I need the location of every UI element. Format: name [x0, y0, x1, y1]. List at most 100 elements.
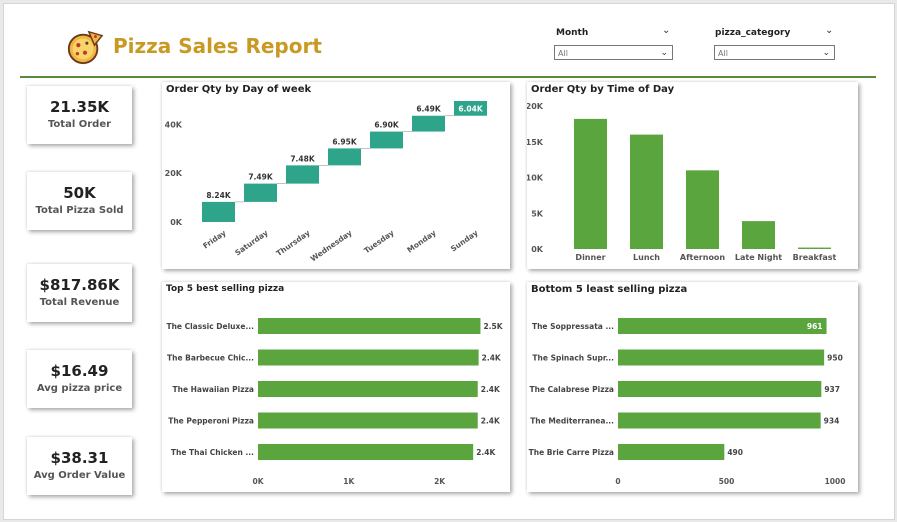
kpi-card-total-pizza-sold[interactable]: 50K Total Pizza Sold	[27, 172, 132, 230]
kpi-label: Total Order	[47, 119, 112, 130]
category-label: The Soppressata ...	[532, 322, 614, 331]
x-tick-label: 1000	[825, 477, 846, 486]
waterfall-bar	[328, 148, 361, 166]
bar	[574, 118, 607, 249]
y-tick-label: 40K	[165, 120, 183, 129]
kpi-card-total-revenue[interactable]: $817.86K Total Revenue	[27, 264, 132, 322]
y-tick-label: 10K	[527, 174, 544, 183]
kpi-label: Avg pizza price	[36, 383, 123, 394]
data-label: 2.5K	[483, 322, 503, 331]
chevron-down-icon[interactable]: ⌄	[662, 25, 671, 36]
x-tick-label: Wednesday	[309, 228, 354, 263]
data-label: 6.95K	[332, 137, 358, 146]
x-tick-label: 0	[615, 477, 620, 486]
month-slicer-value: All	[558, 49, 568, 58]
y-tick-label: 0K	[170, 218, 183, 227]
bar	[618, 381, 822, 397]
bar	[686, 170, 719, 249]
time-of-day-chart: 0K 5K 10K 15K 20K Dinner Lunch Afternoon Late Ni…	[526, 102, 837, 262]
chart-title: Order Qty by Time of Day	[531, 84, 675, 95]
category-label: The Barbecue Chic...	[167, 354, 254, 363]
category-label: The Mediterranea...	[530, 417, 614, 426]
x-tick-label: Thursday	[274, 228, 311, 258]
x-tick-label: Monday	[405, 228, 437, 254]
data-label: 6.04K	[458, 104, 484, 113]
category-label: The Spinach Supr...	[532, 354, 614, 363]
kpi-label: Total Revenue	[39, 297, 120, 308]
chevron-down-icon[interactable]: ⌄	[825, 25, 834, 36]
bottom-5-chart: The Soppressata ... 961 The Spinach Supr..…	[529, 318, 846, 486]
header-divider	[20, 76, 876, 78]
category-slicer-dropdown[interactable]: All ⌄	[714, 45, 835, 60]
category-slicer-value: All	[718, 49, 728, 58]
bar	[258, 412, 478, 429]
bar	[258, 444, 474, 460]
pizza-icon	[67, 30, 104, 65]
category-label: The Pepperoni Pizza	[168, 417, 254, 426]
chevron-down-icon: ⌄	[822, 48, 830, 58]
kpi-label: Total Pizza Sold	[35, 205, 124, 216]
chart-panel-top-5[interactable]: Top 5 best selling pizza The Classic Del…	[162, 282, 510, 492]
x-tick-label: 0K	[252, 477, 264, 486]
y-tick-label: 0K	[531, 245, 544, 254]
x-tick-label: 2K	[434, 477, 446, 486]
bar	[618, 318, 827, 334]
day-of-week-chart: 0K 20K 40K 8.24K Friday 7.49K Saturday 7.48K Thu…	[165, 101, 487, 263]
bar	[630, 134, 663, 249]
data-label: 2.4K	[476, 448, 496, 457]
waterfall-bar	[286, 165, 319, 184]
y-tick-label: 20K	[165, 169, 183, 178]
data-label: 6.90K	[374, 121, 400, 130]
waterfall-bar	[454, 101, 487, 116]
chart-title: Top 5 best selling pizza	[166, 284, 285, 294]
category-label: The Hawaiian Pizza	[173, 385, 255, 394]
kpi-card-avg-pizza-price[interactable]: $16.49 Avg pizza price	[27, 350, 132, 408]
chart-title: Order Qty by Day of week	[166, 84, 312, 95]
bar	[618, 349, 825, 366]
x-tick-label: Tuesday	[362, 228, 395, 255]
kpi-label: Avg Order Value	[33, 470, 126, 481]
chevron-down-icon: ⌄	[660, 48, 668, 58]
category-label: The Brie Carre Pizza	[529, 448, 614, 457]
month-slicer-label: Month	[556, 28, 589, 38]
bar	[618, 412, 821, 429]
data-label: 2.4K	[481, 385, 501, 394]
kpi-value: 50K	[63, 184, 96, 202]
bar	[742, 221, 775, 249]
bar	[618, 444, 725, 460]
kpi-value: $38.31	[50, 449, 109, 467]
waterfall-bar	[202, 201, 235, 222]
category-label: The Calabrese Pizza	[529, 385, 614, 394]
kpi-value: $16.49	[50, 362, 109, 380]
data-label: 490	[727, 448, 743, 457]
top-5-chart: The Classic Deluxe... 2.5K The Barbecue Ch…	[166, 318, 504, 486]
x-tick-label: Friday	[201, 228, 228, 250]
waterfall-bar	[412, 115, 445, 132]
chart-panel-time-of-day[interactable]: Order Qty by Time of Day 0K 5K 10K 15K 20K Di…	[526, 82, 858, 269]
x-tick-label: Late Night	[735, 253, 782, 262]
kpi-card-total-order[interactable]: 21.35K Total Order	[27, 86, 132, 144]
x-tick-label: 500	[719, 477, 735, 486]
data-label: 6.49K	[416, 105, 442, 114]
waterfall-bar	[370, 131, 403, 149]
y-tick-label: 15K	[527, 138, 544, 147]
chart-panel-bottom-5[interactable]: Bottom 5 least selling pizza The Soppres…	[527, 282, 858, 492]
month-slicer-dropdown[interactable]: All ⌄	[554, 45, 673, 60]
chart-title: Bottom 5 least selling pizza	[531, 284, 688, 295]
bar	[258, 318, 481, 334]
waterfall-bar	[244, 183, 277, 202]
data-label: 2.4K	[481, 417, 501, 426]
category-label: The Classic Deluxe...	[166, 322, 254, 331]
x-tick-label: 1K	[343, 477, 355, 486]
data-label: 7.49K	[248, 173, 274, 182]
x-tick-label: Afternoon	[680, 253, 726, 262]
x-tick-label: Lunch	[633, 253, 660, 262]
chart-panel-day-of-week[interactable]: Order Qty by Day of week 0K 20K 40K 8.24K Fr…	[162, 82, 510, 269]
y-tick-label: 20K	[527, 102, 544, 111]
category-label: The Thai Chicken ...	[171, 448, 254, 457]
data-label: 937	[824, 385, 840, 394]
kpi-card-avg-order-value[interactable]: $38.31 Avg Order Value	[27, 437, 132, 495]
y-tick-label: 5K	[531, 209, 544, 218]
bar	[258, 349, 479, 366]
data-label: 7.48K	[290, 154, 316, 163]
